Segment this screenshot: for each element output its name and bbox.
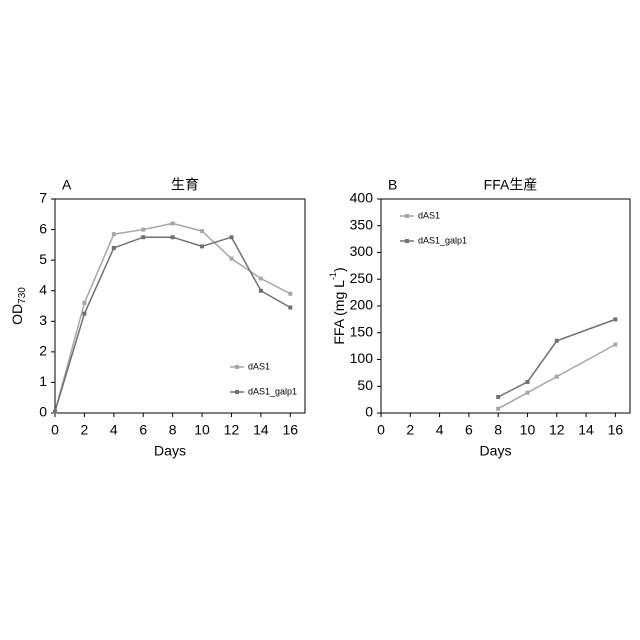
y-tick-label: 300	[350, 243, 374, 259]
x-tick-label: 8	[169, 422, 177, 438]
y-tick-label: 350	[350, 216, 374, 232]
y-tick-label: 6	[39, 220, 47, 236]
marker	[525, 380, 529, 384]
legend-marker	[405, 214, 409, 218]
x-tick-label: 14	[253, 422, 269, 438]
y-tick-label: 1	[39, 373, 47, 389]
y-tick-label: 2	[39, 343, 47, 359]
y-axis-label-sub: 730	[17, 287, 28, 304]
x-tick-label: 8	[494, 422, 502, 438]
legend-label: dAS1_galp1	[418, 235, 467, 245]
marker	[200, 244, 204, 248]
y-tick-label: 3	[39, 312, 47, 328]
y-tick-label: 200	[350, 297, 374, 313]
plot-frame	[381, 199, 630, 413]
x-tick-label: 12	[549, 422, 565, 438]
marker	[229, 257, 233, 261]
marker	[229, 235, 233, 239]
marker	[613, 317, 617, 321]
legend-marker	[235, 365, 239, 369]
marker	[82, 301, 86, 305]
legend-label: dAS1	[248, 361, 270, 371]
series-line	[55, 223, 290, 411]
chart-title: 生育	[171, 177, 199, 193]
legend-label: dAS1	[418, 210, 440, 220]
y-axis-label: FFA (mg L-1)	[328, 267, 346, 344]
x-tick-label: 6	[139, 422, 147, 438]
x-tick-label: 2	[406, 422, 414, 438]
x-tick-label: 10	[520, 422, 536, 438]
marker	[259, 289, 263, 293]
marker	[259, 276, 263, 280]
marker	[171, 221, 175, 225]
marker	[82, 312, 86, 316]
x-tick-label: 4	[436, 422, 444, 438]
legend-marker	[235, 390, 239, 394]
x-tick-label: 2	[81, 422, 89, 438]
y-tick-label: 100	[350, 350, 374, 366]
legend-marker	[405, 239, 409, 243]
marker	[613, 343, 617, 347]
x-tick-label: 0	[51, 422, 59, 438]
marker	[555, 339, 559, 343]
y-axis-label-main: FFA (mg L	[331, 280, 347, 345]
marker	[171, 235, 175, 239]
plot-frame	[55, 199, 305, 413]
x-axis-label: Days	[154, 443, 186, 459]
y-axis-label-main: OD	[9, 304, 25, 325]
legend-label: dAS1_galp1	[248, 386, 297, 396]
marker	[112, 246, 116, 250]
y-tick-label: 0	[39, 404, 47, 420]
x-tick-label: 0	[377, 422, 385, 438]
marker	[555, 375, 559, 379]
marker	[496, 395, 500, 399]
y-tick-label: 400	[350, 190, 374, 206]
marker	[141, 228, 145, 232]
x-tick-label: 16	[608, 422, 624, 438]
x-tick-label: 16	[283, 422, 299, 438]
x-tick-label: 6	[465, 422, 473, 438]
marker	[200, 229, 204, 233]
page: A生育DaysOD730024681012141601234567dAS1dAS…	[0, 0, 640, 640]
panel-label: B	[388, 177, 397, 193]
y-tick-label: 250	[350, 270, 374, 286]
y-axis-label-sup: -1	[328, 272, 338, 280]
y-tick-label: 50	[357, 377, 373, 393]
y-tick-label: 0	[365, 404, 373, 420]
marker	[141, 235, 145, 239]
x-axis-label: Days	[480, 443, 512, 459]
y-tick-label: 5	[39, 251, 47, 267]
marker	[288, 306, 292, 310]
y-tick-label: 4	[39, 281, 47, 297]
chart: A生育DaysOD730024681012141601234567dAS1dAS…	[0, 0, 640, 640]
marker	[288, 292, 292, 296]
marker	[53, 409, 57, 413]
marker	[525, 391, 529, 395]
series-line	[55, 237, 290, 411]
series-line	[498, 319, 615, 397]
x-tick-label: 12	[224, 422, 240, 438]
y-axis-label-end: )	[331, 267, 347, 272]
marker	[496, 407, 500, 411]
x-tick-label: 14	[578, 422, 594, 438]
y-tick-label: 7	[39, 190, 47, 206]
panel-label: A	[62, 177, 72, 193]
x-tick-label: 10	[194, 422, 210, 438]
chart-title: FFA生産	[484, 177, 538, 193]
marker	[112, 232, 116, 236]
y-tick-label: 150	[350, 323, 374, 339]
y-axis-label: OD730	[9, 287, 28, 325]
x-tick-label: 4	[110, 422, 118, 438]
